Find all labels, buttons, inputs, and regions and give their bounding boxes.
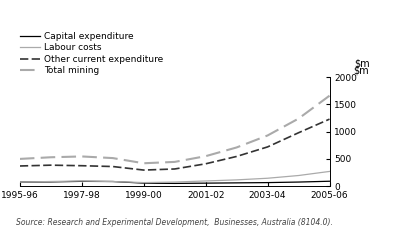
Labour costs [79, 180, 84, 182]
Labour costs [234, 178, 239, 181]
Capital expenditure [327, 180, 332, 183]
Text: $m: $m [354, 59, 370, 69]
Y-axis label: $m: $m [354, 65, 369, 75]
Total mining [327, 94, 332, 97]
Labour costs [327, 170, 332, 173]
Total mining [141, 162, 146, 165]
Capital expenditure [110, 180, 115, 183]
Capital expenditure [17, 181, 22, 183]
Labour costs [141, 181, 146, 184]
Other current expenditure [203, 163, 208, 165]
Other current expenditure [79, 164, 84, 167]
Other current expenditure [172, 168, 177, 170]
Other current expenditure [48, 164, 53, 167]
Capital expenditure [79, 180, 84, 183]
Capital expenditure [234, 182, 239, 184]
Capital expenditure [265, 181, 270, 184]
Total mining [110, 157, 115, 159]
Other current expenditure [265, 146, 270, 148]
Capital expenditure [203, 182, 208, 185]
Labour costs [17, 181, 22, 183]
Line: Total mining: Total mining [20, 96, 330, 163]
Capital expenditure [296, 181, 301, 183]
Total mining [48, 156, 53, 159]
Labour costs [48, 180, 53, 183]
Line: Other current expenditure: Other current expenditure [20, 119, 330, 170]
Other current expenditure [296, 131, 301, 134]
Line: Labour costs: Labour costs [20, 171, 330, 183]
Other current expenditure [110, 165, 115, 168]
Labour costs [296, 174, 301, 177]
Total mining [172, 160, 177, 163]
Other current expenditure [141, 169, 146, 171]
Other current expenditure [17, 165, 22, 167]
Total mining [234, 146, 239, 149]
Text: Source: Research and Experimental Development,  Businesses, Australia (8104.0).: Source: Research and Experimental Develo… [16, 218, 333, 227]
Total mining [296, 117, 301, 120]
Capital expenditure [172, 182, 177, 185]
Labour costs [172, 181, 177, 183]
Labour costs [110, 180, 115, 183]
Other current expenditure [327, 118, 332, 121]
Capital expenditure [48, 180, 53, 183]
Legend: Capital expenditure, Labour costs, Other current expenditure, Total mining: Capital expenditure, Labour costs, Other… [20, 32, 164, 75]
Total mining [265, 134, 270, 137]
Labour costs [203, 180, 208, 182]
Capital expenditure [141, 182, 146, 185]
Total mining [203, 155, 208, 158]
Line: Capital expenditure: Capital expenditure [20, 181, 330, 183]
Total mining [79, 155, 84, 158]
Other current expenditure [234, 155, 239, 158]
Labour costs [265, 177, 270, 180]
Total mining [17, 158, 22, 160]
